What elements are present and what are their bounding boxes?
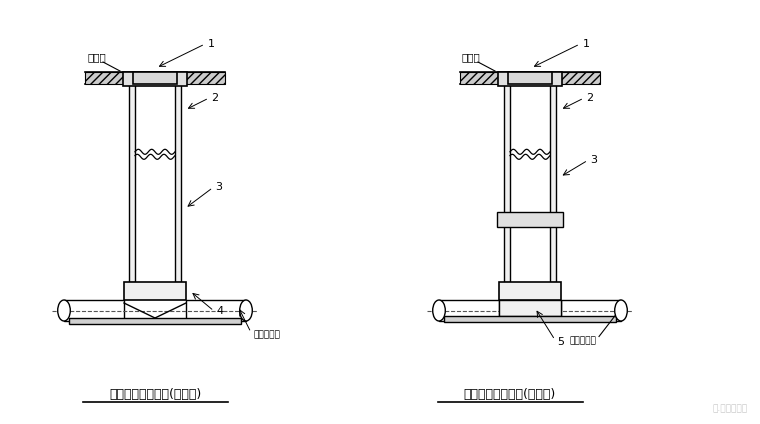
Bar [69, 318, 241, 324]
Text: 非道路: 非道路 [462, 52, 481, 62]
Bar [439, 300, 499, 321]
Text: 埋地排水管: 埋地排水管 [253, 330, 280, 339]
Bar [123, 72, 187, 86]
Bar [499, 300, 561, 316]
Bar [460, 72, 508, 84]
Text: 水.电知识平台: 水.电知识平台 [713, 404, 748, 413]
Text: 3: 3 [215, 182, 222, 192]
Bar [85, 72, 133, 84]
Bar [499, 282, 561, 300]
Text: 1: 1 [583, 39, 590, 49]
Bar [498, 72, 562, 86]
Ellipse shape [58, 300, 70, 321]
Bar [133, 72, 177, 84]
Ellipse shape [615, 300, 627, 321]
Ellipse shape [239, 300, 252, 321]
Text: 非道路: 非道路 [87, 52, 106, 62]
Bar [561, 300, 621, 321]
Bar [177, 72, 225, 84]
Text: 2: 2 [211, 93, 218, 103]
Text: 非防护井盖检查井(无流槽): 非防护井盖检查井(无流槽) [464, 388, 556, 401]
Bar [186, 300, 246, 321]
Text: 3: 3 [590, 155, 597, 165]
Bar [550, 72, 556, 282]
Bar [552, 72, 600, 84]
Text: 非防护井盖检查井(有流槽): 非防护井盖检查井(有流槽) [109, 388, 201, 401]
Bar [64, 300, 124, 321]
Bar [508, 72, 552, 84]
Bar [497, 212, 563, 227]
Bar [124, 282, 186, 300]
Text: 埋地排水管: 埋地排水管 [569, 336, 596, 345]
Text: 4: 4 [216, 306, 223, 316]
Text: 5: 5 [557, 337, 564, 347]
Text: 2: 2 [586, 93, 593, 103]
Bar [444, 316, 616, 322]
Ellipse shape [432, 300, 445, 321]
Bar [129, 72, 135, 282]
Bar [175, 72, 181, 282]
Text: 1: 1 [208, 39, 215, 49]
Bar [504, 72, 510, 282]
